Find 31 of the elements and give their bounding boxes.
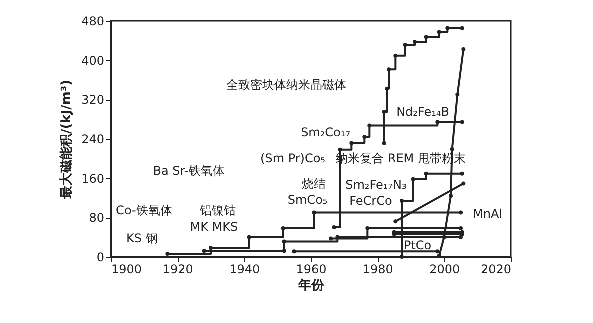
annotation: SmCo₅	[288, 192, 328, 207]
annotation: Co-铁氧体	[116, 203, 172, 218]
annotation: MK MKS	[190, 220, 238, 234]
y-tick-label: 160	[82, 172, 104, 186]
y-tick-label: 480	[82, 14, 104, 28]
x-tick-label: 1900	[112, 262, 142, 276]
x-tick-label: 2020	[480, 262, 512, 276]
y-tick-label: 0	[96, 250, 104, 264]
annotation: PtCo	[404, 238, 432, 253]
annotation: MnAl	[473, 206, 503, 221]
annotation: Sm₂Fe₁₇N₃	[346, 178, 407, 192]
annotation: FeCrCo	[350, 194, 392, 208]
y-tick-label: 80	[89, 211, 104, 226]
x-tick-label: 1940	[230, 262, 260, 276]
annotation: 烧结	[302, 176, 326, 191]
annotation: 铝镍钴	[198, 203, 236, 218]
y-axis-title: 最大磁能积/(kJ/m³)	[58, 80, 75, 200]
annotation: KS 钢	[126, 231, 158, 246]
annotation: Nd₂Fe₁₄B	[396, 104, 450, 119]
y-tick-label: 320	[82, 93, 104, 108]
y-tick-label: 400	[82, 54, 104, 68]
annotation: Sm₂Co₁₇	[301, 126, 351, 140]
x-axis-title: 年份	[298, 278, 326, 294]
x-tick-label: 1920	[162, 262, 194, 276]
annotation: (Sm Pr)Co₅	[260, 152, 326, 166]
annotation: Ba Sr-铁氧体	[153, 164, 225, 178]
x-tick-label: 2000	[430, 262, 460, 276]
x-tick-label: 1980	[362, 262, 394, 276]
x-tick-label: 1960	[296, 262, 327, 276]
annotation: 全致密块体纳米晶磁体	[226, 78, 347, 92]
y-tick-label: 240	[82, 132, 104, 146]
